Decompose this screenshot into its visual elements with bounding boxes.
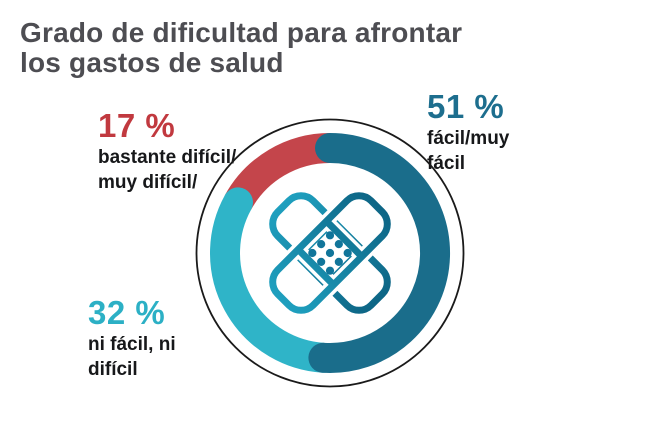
crossed-bandaids-icon — [265, 188, 395, 318]
donut-segment-facil — [308, 133, 450, 373]
donut-segments — [210, 133, 450, 373]
donut-segment-neutral — [210, 187, 339, 373]
neutral-percent: 32 % — [88, 294, 166, 331]
hard-text: bastante difícil/ muy difícil/ — [98, 147, 237, 194]
easy-text: fácil/muy fácil — [427, 128, 510, 175]
easy-percent: 51 % — [427, 88, 505, 125]
hard-percent: 17 % — [98, 107, 176, 144]
title-line-2: los gastos de salud — [20, 46, 284, 78]
page-title: Grado de dificultad para afrontar los ga… — [20, 18, 500, 78]
bandaid-ne-sw — [265, 188, 395, 318]
donut-outline-circle — [195, 118, 465, 388]
label-neutral: 32 % ni fácil, ni difícil — [88, 296, 176, 382]
donut-segment-dificil — [224, 133, 331, 211]
label-hard: 17 % bastante difícil/ muy difícil/ — [98, 109, 236, 195]
bandaid-pad-dots — [308, 231, 352, 275]
label-easy: 51 % fácil/muy fácil — [427, 90, 509, 176]
title-line-1: Grado de dificultad para afrontar — [20, 17, 463, 48]
neutral-text: ni fácil, ni difícil — [88, 334, 176, 381]
